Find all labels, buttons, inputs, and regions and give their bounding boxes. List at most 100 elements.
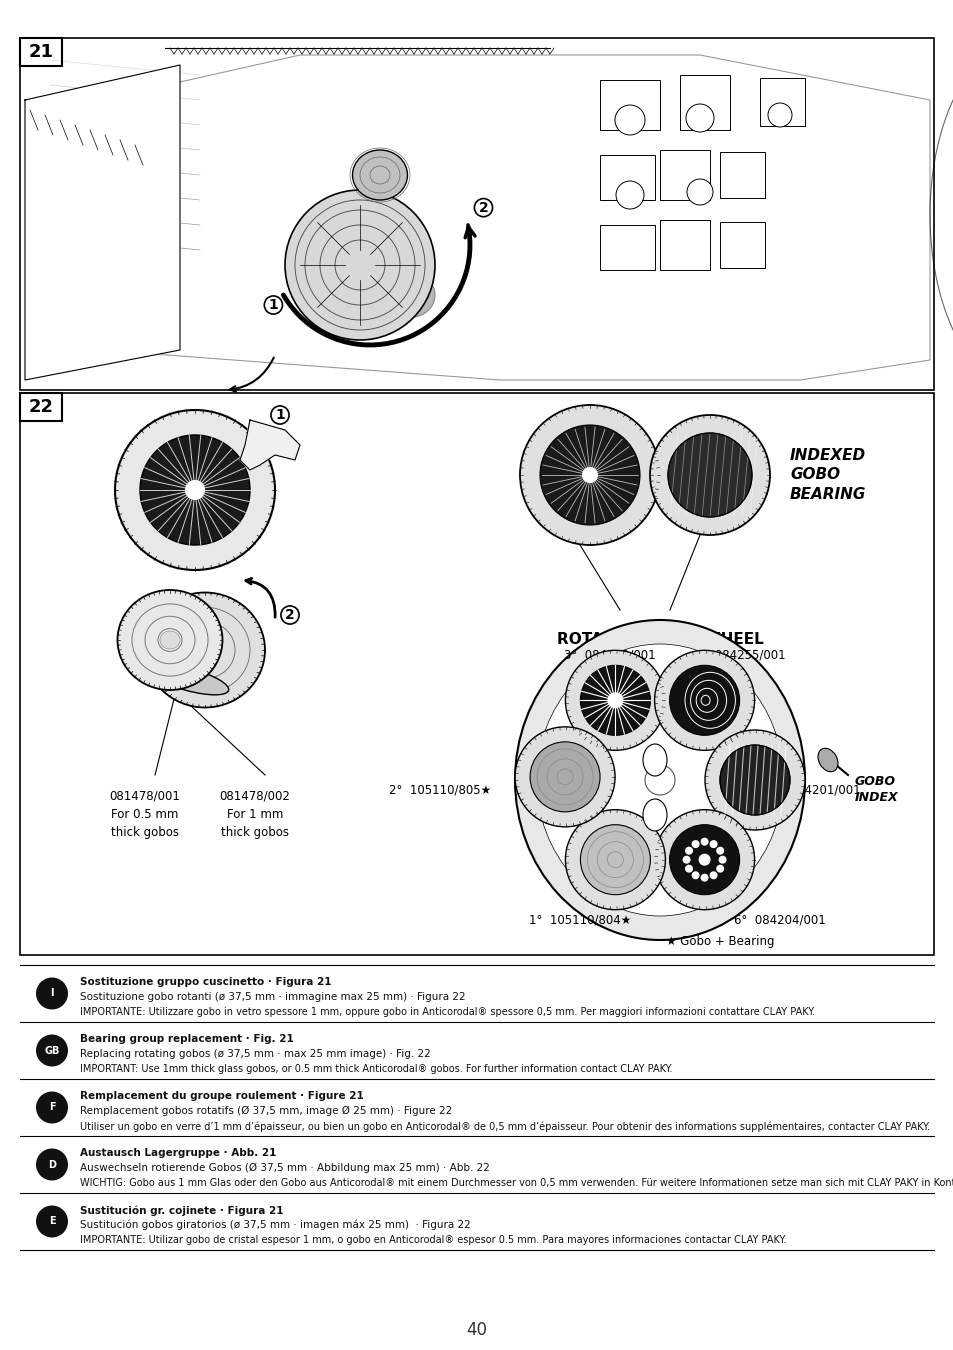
Text: Auswechseln rotierende Gobos (Ø 37,5 mm · Abbildung max 25 mm) · Abb. 22: Auswechseln rotierende Gobos (Ø 37,5 mm … [80,1162,489,1173]
Bar [599,225,655,270]
Text: 1: 1 [268,298,278,312]
Circle shape [565,810,664,910]
Circle shape [644,765,675,795]
Circle shape [579,666,650,736]
Bar [599,80,659,130]
Text: Remplacement du groupe roulement · Figure 21: Remplacement du groupe roulement · Figur… [80,1091,363,1102]
Circle shape [720,745,789,815]
Circle shape [686,180,712,205]
Ellipse shape [152,666,229,695]
Text: Sostituzione gruppo cuscinetto · Figura 21: Sostituzione gruppo cuscinetto · Figura … [80,977,331,987]
Text: Sustitución gr. cojinete · Figura 21: Sustitución gr. cojinete · Figura 21 [80,1206,283,1215]
Ellipse shape [515,620,804,940]
Text: INDEXED
GOBO
BEARING: INDEXED GOBO BEARING [789,448,865,502]
Text: 1: 1 [274,408,285,423]
Circle shape [607,693,622,709]
Circle shape [654,810,754,910]
Circle shape [709,840,717,848]
Ellipse shape [817,748,837,772]
Circle shape [669,825,739,895]
Text: 2: 2 [478,201,488,215]
Circle shape [285,190,435,340]
Text: Sostituzione gobo rotanti (ø 37,5 mm · immagine max 25 mm) · Figura 22: Sostituzione gobo rotanti (ø 37,5 mm · i… [80,992,465,1002]
Text: D: D [48,1160,56,1169]
Text: 4°  084255/001: 4° 084255/001 [694,648,785,662]
Circle shape [36,1206,68,1238]
Text: 40: 40 [466,1322,487,1339]
Circle shape [698,853,710,865]
Text: WICHTIG: Gobo aus 1 mm Glas oder den Gobo aus Anticorodal® mit einem Durchmesser: WICHTIG: Gobo aus 1 mm Glas oder den Gob… [80,1179,953,1188]
Ellipse shape [352,150,407,200]
Circle shape [539,425,639,525]
Circle shape [691,871,699,879]
Text: 6°  084204/001: 6° 084204/001 [734,914,825,926]
Bar [720,153,764,198]
Circle shape [667,433,751,517]
Circle shape [685,104,713,132]
Text: ★ Gobo + Bearing: ★ Gobo + Bearing [665,936,774,949]
Text: Austausch Lagergruppe · Abb. 21: Austausch Lagergruppe · Abb. 21 [80,1148,276,1158]
Circle shape [669,666,739,736]
Circle shape [684,865,692,872]
Circle shape [709,871,717,879]
Text: 2: 2 [285,608,294,622]
Bar [20,393,933,954]
Circle shape [185,481,205,500]
Circle shape [140,435,250,545]
Circle shape [581,467,598,483]
Text: Bearing group replacement · Fig. 21: Bearing group replacement · Fig. 21 [80,1034,294,1044]
Circle shape [515,726,615,826]
Circle shape [115,410,274,570]
Circle shape [767,103,791,127]
Text: ROTATING GOBO WHEEL: ROTATING GOBO WHEEL [556,633,762,648]
Bar [20,38,933,390]
Bar [760,78,804,126]
Text: 081478/001: 081478/001 [110,790,180,803]
Circle shape [654,651,754,751]
Circle shape [700,873,708,882]
Bar [659,150,709,200]
Text: thick gobos: thick gobos [111,826,179,838]
Text: IMPORTANTE: Utilizzare gobo in vetro spessore 1 mm, oppure gobo in Anticorodal® : IMPORTANTE: Utilizzare gobo in vetro spe… [80,1007,814,1017]
Ellipse shape [385,273,435,317]
Text: IMPORTANT: Use 1mm thick glass gobos, or 0.5 mm thick Anticorodal® gobos. For fu: IMPORTANT: Use 1mm thick glass gobos, or… [80,1064,672,1075]
Circle shape [691,840,699,848]
Text: thick gobos: thick gobos [221,826,289,838]
Text: Utiliser un gobo en verre d’1 mm d’épaisseur, ou bien un gobo en Anticorodal® de: Utiliser un gobo en verre d’1 mm d’épais… [80,1120,929,1131]
Ellipse shape [160,630,180,649]
Text: For 0.5 mm: For 0.5 mm [112,809,178,821]
Circle shape [649,414,769,535]
Circle shape [36,977,68,1010]
Text: Replacing rotating gobos (ø 37,5 mm · max 25 mm image) · Fig. 22: Replacing rotating gobos (ø 37,5 mm · ma… [80,1049,431,1058]
Text: Remplacement gobos rotatifs (Ø 37,5 mm, image Ø 25 mm) · Figure 22: Remplacement gobos rotatifs (Ø 37,5 mm, … [80,1106,452,1116]
Bar [599,155,655,200]
Ellipse shape [145,593,265,707]
Ellipse shape [642,744,666,776]
Text: IMPORTANTE: Utilizar gobo de cristal espesor 1 mm, o gobo en Anticorodal® espeso: IMPORTANTE: Utilizar gobo de cristal esp… [80,1235,785,1245]
Text: 081478/002: 081478/002 [219,790,290,803]
Ellipse shape [117,590,222,690]
Text: E: E [49,1216,55,1227]
Circle shape [565,651,664,751]
Polygon shape [25,65,180,379]
Circle shape [616,181,643,209]
Circle shape [716,865,723,872]
Text: 3°  084609/001: 3° 084609/001 [563,648,655,662]
Circle shape [36,1034,68,1066]
Text: 21: 21 [29,43,53,61]
Bar [659,220,709,270]
Ellipse shape [642,799,666,832]
Circle shape [718,856,726,864]
Circle shape [530,743,599,811]
Text: GOBO
INDEX: GOBO INDEX [854,775,898,805]
Text: Sustitución gobos giratorios (ø 37,5 mm · imagen máx 25 mm)  · Figura 22: Sustitución gobos giratorios (ø 37,5 mm … [80,1220,470,1230]
Text: 1°  105110/804★: 1° 105110/804★ [528,914,631,926]
Circle shape [682,856,690,864]
Text: 2°  105110/805★: 2° 105110/805★ [389,783,491,796]
Polygon shape [240,420,299,470]
Circle shape [579,825,650,895]
Ellipse shape [537,644,782,917]
Bar [20,393,62,421]
Bar [20,38,62,66]
Bar [720,221,764,269]
